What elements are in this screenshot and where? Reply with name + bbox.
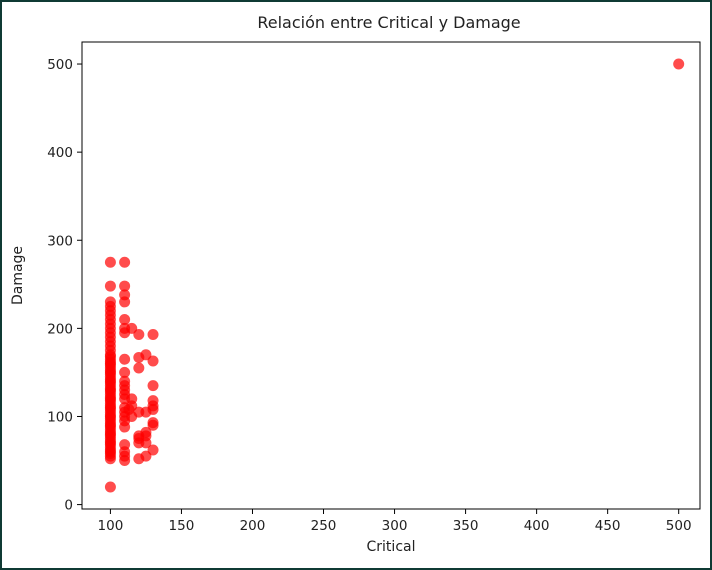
x-tick-label: 300 (382, 518, 408, 534)
data-point (140, 349, 152, 361)
data-point (104, 256, 116, 268)
data-point (147, 417, 159, 429)
data-point (119, 289, 131, 301)
x-axis-label: Critical (367, 539, 416, 555)
x-tick-label: 500 (666, 518, 692, 534)
y-tick-label: 200 (47, 321, 73, 337)
data-point (147, 444, 159, 456)
data-point (119, 280, 131, 292)
x-tick-label: 100 (98, 518, 124, 534)
data-point (119, 439, 131, 451)
data-point (126, 393, 138, 405)
data-point (133, 329, 145, 341)
data-point (126, 322, 138, 334)
y-tick-label: 0 (64, 498, 73, 514)
y-tick-label: 100 (47, 409, 73, 425)
data-point (147, 355, 159, 367)
data-point (119, 314, 131, 326)
data-point (133, 362, 145, 374)
data-point (104, 481, 116, 493)
x-tick-label: 450 (595, 518, 621, 534)
data-point (119, 256, 131, 268)
data-point (147, 329, 159, 341)
x-axis-ticks: 100 150 200 250 300 350 400 450 500 (98, 509, 692, 534)
data-point (119, 353, 131, 365)
x-tick-label: 250 (311, 518, 337, 534)
points-layer (104, 58, 685, 493)
y-tick-label: 300 (47, 233, 73, 249)
data-point (140, 426, 152, 438)
x-tick-label: 400 (524, 518, 550, 534)
chart-title: Relación entre Critical y Damage (257, 13, 520, 32)
data-point (104, 296, 116, 308)
data-point (104, 280, 116, 292)
data-point (147, 380, 159, 392)
x-tick-label: 150 (169, 518, 195, 534)
data-point (119, 366, 131, 378)
plot-area-frame (81, 41, 701, 510)
x-tick-label: 350 (453, 518, 479, 534)
data-point (140, 450, 152, 462)
data-point (673, 58, 685, 70)
y-axis-ticks: 0 100 200 300 400 500 (47, 57, 82, 514)
y-tick-label: 500 (47, 57, 73, 73)
y-axis-label: Damage (10, 246, 26, 305)
data-point (147, 395, 159, 407)
data-point (119, 375, 131, 387)
x-tick-label: 200 (240, 518, 266, 534)
y-tick-label: 400 (47, 145, 73, 161)
